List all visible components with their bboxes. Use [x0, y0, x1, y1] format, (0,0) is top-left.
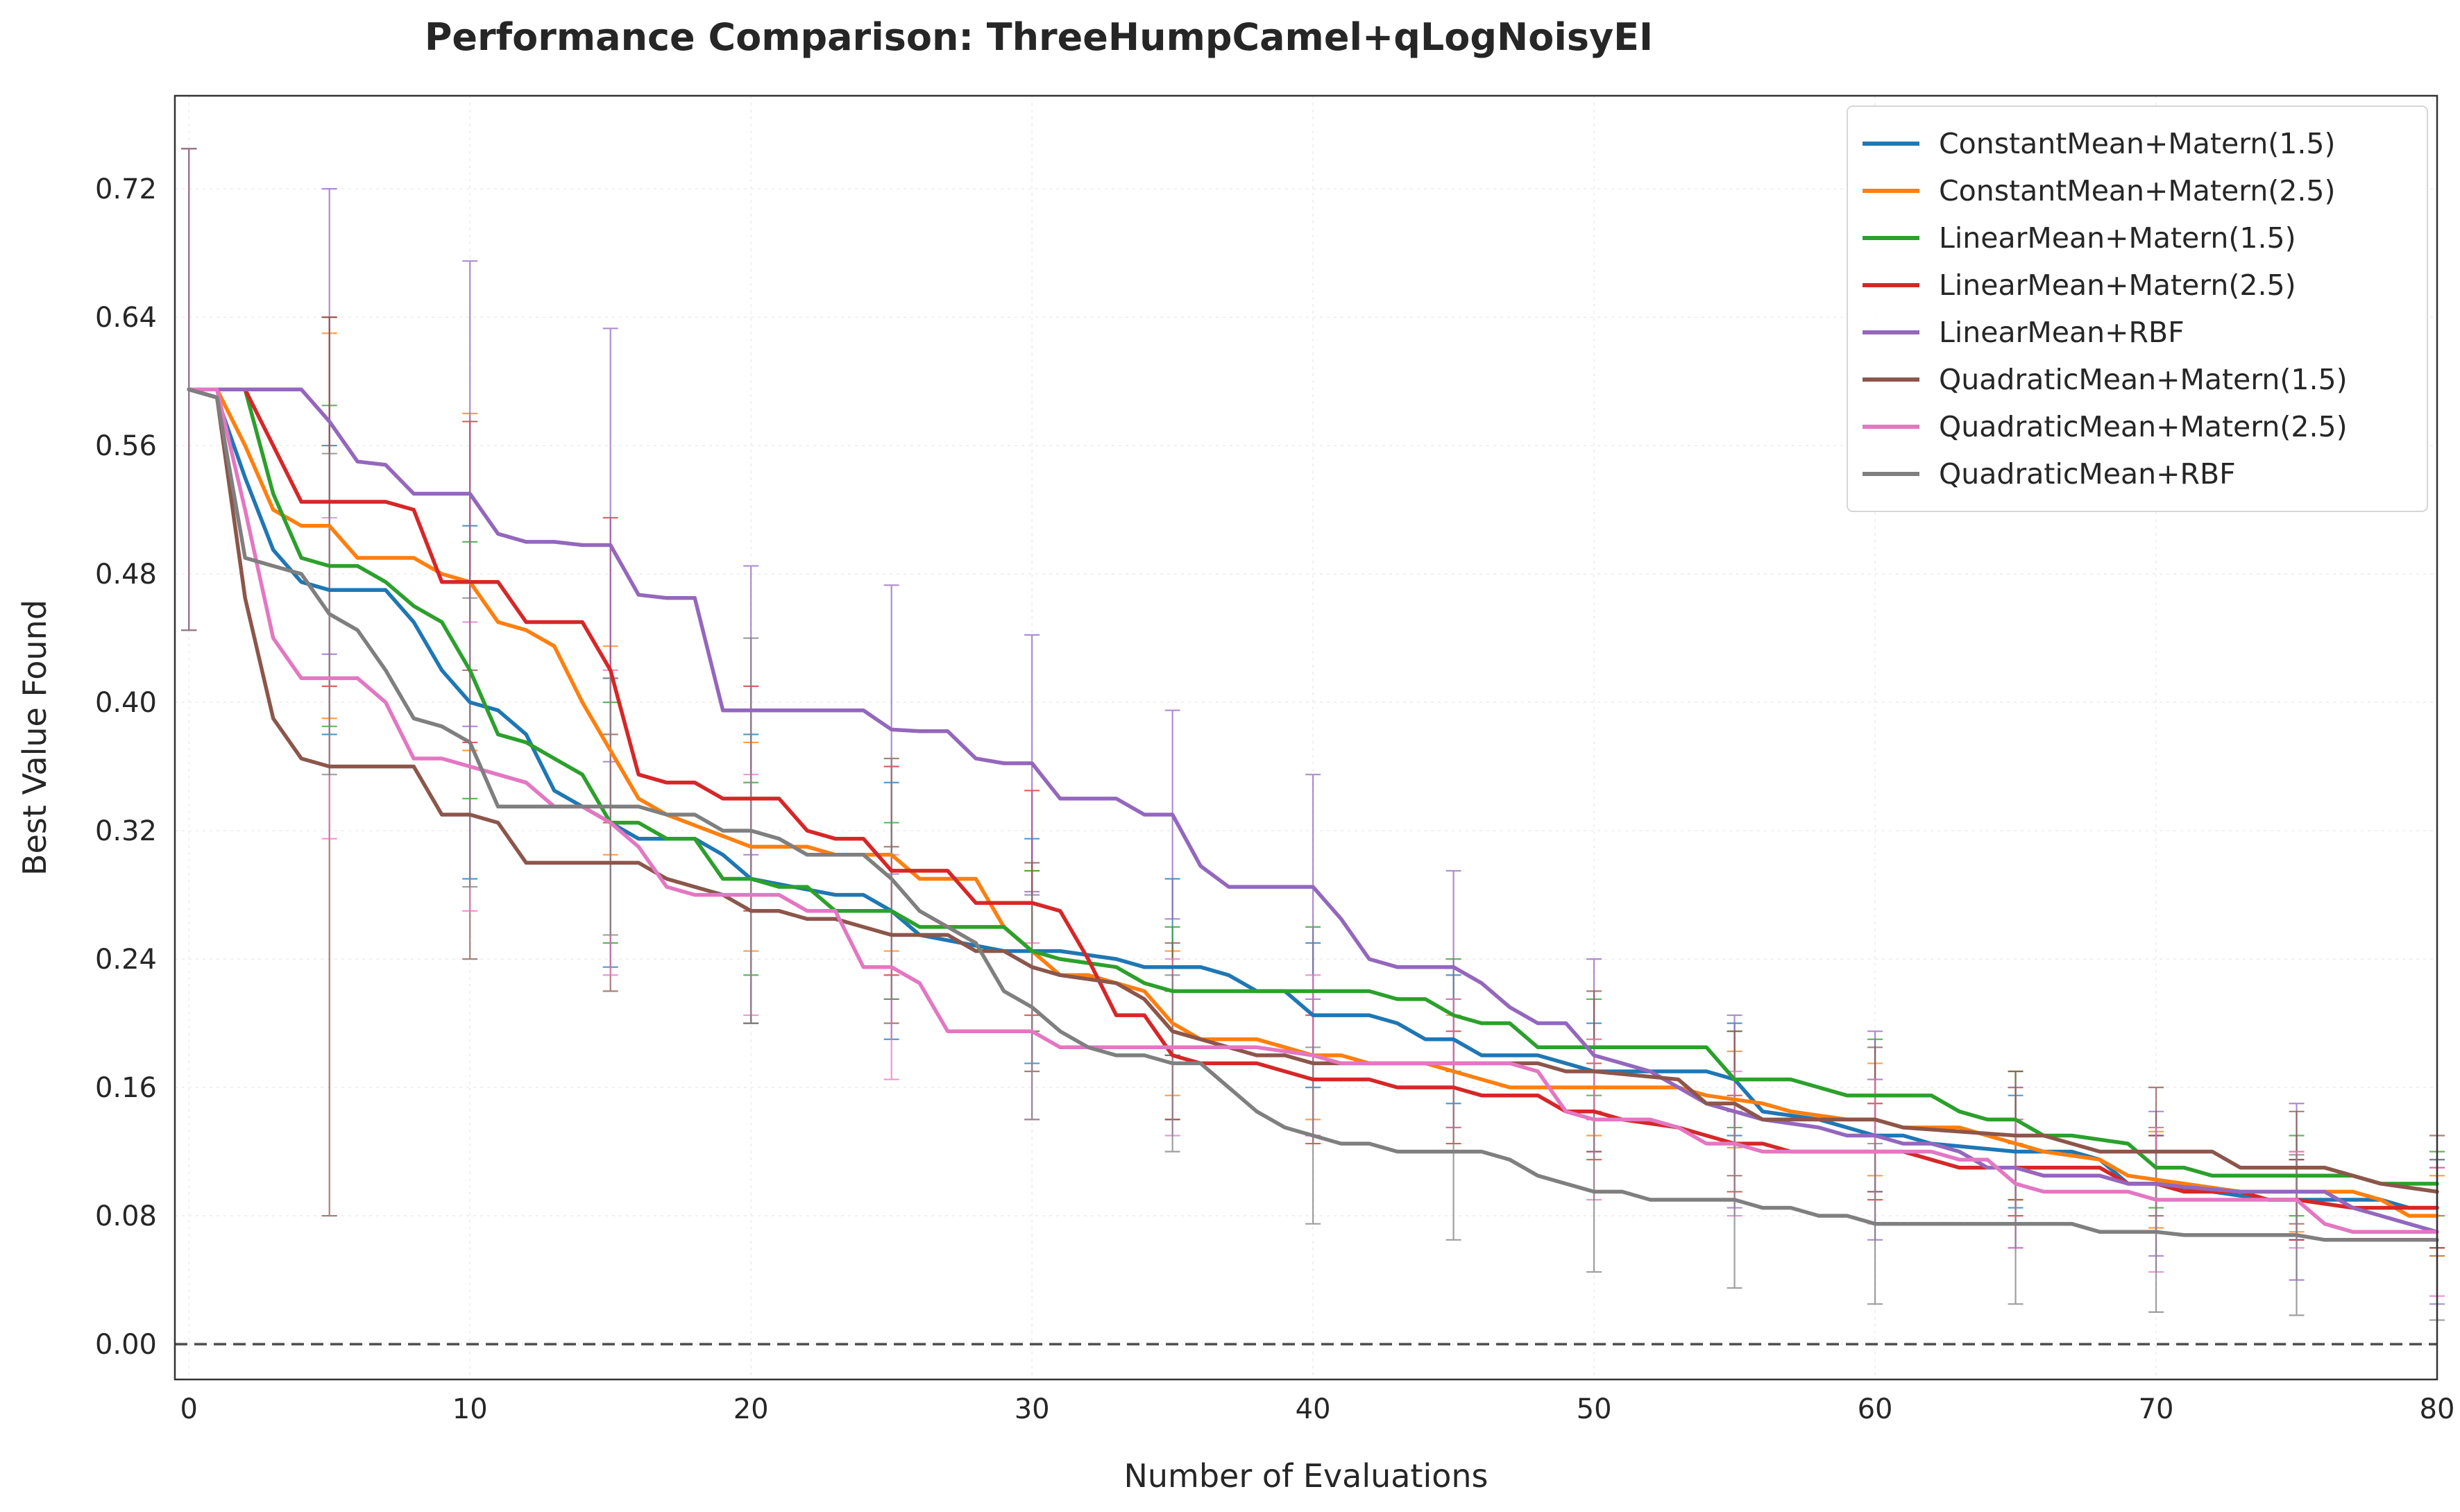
legend-label-6: QuadraticMean+Matern(2.5) [1939, 410, 2348, 443]
y-tick-label-4: 0.32 [95, 815, 157, 847]
y-tick-label-6: 0.48 [95, 559, 157, 591]
x-tick-label-8: 80 [2420, 1393, 2455, 1425]
legend-label-3: LinearMean+Matern(2.5) [1939, 269, 2296, 302]
x-tick-label-3: 30 [1015, 1393, 1050, 1425]
x-tick-label-6: 60 [1858, 1393, 1893, 1425]
legend-label-0: ConstantMean+Matern(1.5) [1939, 127, 2336, 160]
series-line-1 [187, 387, 2439, 1218]
y-tick-label-2: 0.16 [95, 1072, 157, 1104]
legend: ConstantMean+Matern(1.5) ConstantMean+Mat… [1847, 105, 2428, 512]
x-tick-label-5: 50 [1577, 1393, 1612, 1425]
legend-box [1847, 105, 2428, 512]
chart-title: Performance Comparison: ThreeHumpCamel+q… [425, 15, 1653, 59]
series-line-4 [187, 387, 2439, 1234]
legend-label-7: QuadraticMean+RBF [1939, 457, 2236, 491]
x-tick-label-2: 20 [733, 1393, 769, 1425]
series-line-3 [187, 387, 2439, 1210]
legend-label-4: LinearMean+RBF [1939, 316, 2185, 349]
x-axis-label: Number of Evaluations [1123, 1457, 1488, 1495]
y-axis-ticks: 0.00 0.08 0.16 0.24 0.32 0.40 0.48 0.56 0.64 0.72 [95, 173, 157, 1361]
y-tick-label-0: 0.00 [95, 1329, 157, 1361]
series-line-7 [187, 387, 2439, 1242]
legend-label-1: ConstantMean+Matern(2.5) [1939, 174, 2336, 207]
series-line-5 [187, 387, 2439, 1194]
x-axis-ticks: 0 10 20 30 40 50 60 70 80 [180, 1393, 2455, 1425]
y-tick-label-8: 0.64 [95, 302, 157, 334]
plot-frame [173, 94, 2438, 1381]
x-tick-label-1: 10 [452, 1393, 488, 1425]
legend-label-2: LinearMean+Matern(1.5) [1939, 221, 2296, 255]
y-tick-label-5: 0.40 [95, 687, 157, 719]
y-tick-label-7: 0.56 [95, 430, 157, 462]
legend-label-5: QuadraticMean+Matern(1.5) [1939, 363, 2348, 396]
y-tick-label-3: 0.24 [95, 944, 157, 976]
y-tick-label-9: 0.72 [95, 173, 157, 205]
y-tick-label-1: 0.08 [95, 1200, 157, 1232]
x-tick-label-4: 40 [1296, 1393, 1331, 1425]
y-axis-label: Best Value Found [16, 600, 53, 876]
series-line-2 [187, 387, 2439, 1186]
series-lines [187, 387, 2439, 1242]
x-tick-label-0: 0 [180, 1393, 198, 1425]
series-line-6 [187, 387, 2439, 1234]
x-tick-label-7: 70 [2139, 1393, 2174, 1425]
